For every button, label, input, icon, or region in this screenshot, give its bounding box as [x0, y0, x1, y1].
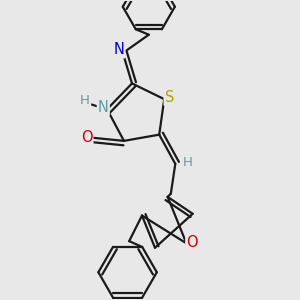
Text: O: O — [81, 130, 92, 145]
Text: N: N — [114, 42, 124, 57]
Text: N: N — [98, 100, 109, 115]
Text: S: S — [165, 90, 174, 105]
Text: H: H — [80, 94, 90, 107]
Text: O: O — [186, 235, 198, 250]
Text: H: H — [182, 156, 192, 169]
